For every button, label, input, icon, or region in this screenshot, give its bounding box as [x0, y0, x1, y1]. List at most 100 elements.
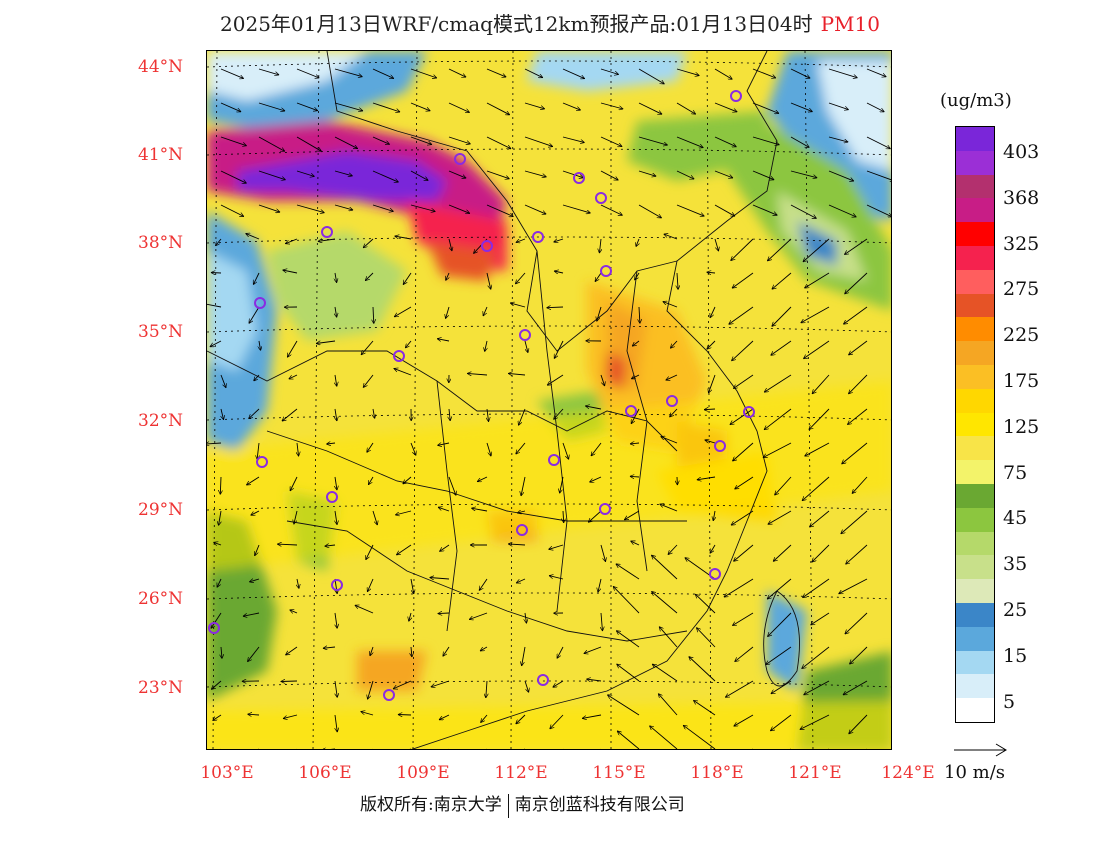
wind-vector [554, 239, 564, 242]
wind-vector [638, 102, 662, 115]
wind-vector [668, 544, 678, 555]
wind-vector [600, 170, 618, 181]
wind-vector [664, 234, 678, 240]
wind-vector [732, 612, 754, 626]
wind-vector [398, 715, 412, 716]
wind-vector [297, 578, 299, 589]
wind-vector [365, 272, 374, 281]
wind-vector [790, 136, 809, 148]
wind-vector [410, 102, 430, 111]
wind-vector [524, 204, 546, 214]
wind-vector [316, 340, 336, 344]
wind-vector [367, 442, 374, 453]
wind-vector [790, 102, 813, 112]
wind-vector [660, 504, 678, 512]
wind-vector [469, 612, 488, 620]
wind-vector [289, 374, 298, 379]
station-marker [709, 568, 721, 580]
wind-vector [448, 68, 466, 77]
lat-label-29: 29°N [138, 500, 184, 520]
wind-vector [713, 510, 715, 521]
lon-label-103: 103°E [200, 763, 254, 783]
wind-vector [630, 408, 640, 424]
wind-vector [563, 510, 564, 523]
legend-label: 175 [1003, 370, 1040, 392]
legend-color-box [956, 460, 994, 485]
lat-label-32: 32°N [138, 411, 184, 431]
wind-vector [631, 541, 640, 546]
wind-vector [732, 442, 754, 461]
wind-vector [624, 510, 640, 520]
wind-vector [361, 712, 374, 716]
wind-vector [486, 170, 510, 179]
wind-vector [714, 136, 737, 147]
wind-vector [403, 476, 412, 484]
wind-vector [663, 302, 678, 308]
wind-vector [562, 204, 591, 213]
wind-vector [438, 613, 450, 614]
wind-vector [290, 610, 298, 613]
wind-vector [676, 102, 696, 115]
wind-vector [252, 272, 260, 285]
wind-vector [220, 204, 244, 217]
wind-vector [790, 204, 817, 219]
wind-vector [516, 238, 526, 243]
wind-vector [704, 409, 716, 410]
wind-vector [373, 408, 375, 419]
wind-vector [554, 408, 564, 420]
wind-vector [335, 612, 337, 629]
wind-reference-arrow [954, 743, 1007, 757]
wind-vector [845, 272, 868, 294]
wind-vector [638, 68, 665, 85]
wind-vector [767, 612, 792, 637]
wind-vector [638, 204, 662, 219]
wind-vector [221, 408, 224, 420]
wind-vector [248, 714, 260, 715]
wind-vector [752, 136, 779, 145]
wind-vector [562, 102, 581, 110]
wind-vector [588, 510, 602, 522]
wind-vector [734, 714, 754, 727]
legend-label: 45 [1003, 507, 1028, 530]
wind-vector [763, 442, 792, 458]
wind-vector [714, 170, 733, 178]
wind-vector [522, 646, 526, 666]
wind-vector [335, 272, 337, 283]
wind-vector [658, 694, 678, 716]
legend-label: 125 [1003, 415, 1040, 438]
wind-vector [803, 340, 830, 359]
map-canvas [207, 51, 891, 749]
wind-vector [828, 204, 856, 217]
legend-color-box [956, 436, 994, 461]
wind-vector [802, 646, 830, 669]
wind-vector [735, 646, 754, 662]
wind-vector [281, 681, 298, 682]
wind-vector [335, 578, 337, 594]
wind-vector [651, 591, 678, 614]
wind-vector [409, 612, 411, 621]
legend-color-box [956, 531, 994, 556]
station-marker [383, 689, 395, 701]
wind-vector [409, 748, 411, 749]
wind-vector [439, 714, 450, 720]
wind-vector [707, 272, 716, 273]
legend-label: 35 [1003, 553, 1028, 576]
legend-color-box [956, 150, 994, 175]
wind-vector [277, 544, 298, 545]
wind-vector [828, 170, 854, 181]
wind-vector [437, 443, 450, 445]
legend-color-box [956, 507, 994, 532]
legend-color-box [956, 317, 994, 342]
wind-vector [289, 476, 298, 491]
wind-vector [828, 748, 829, 749]
wind-vector [221, 646, 222, 659]
station-marker [743, 406, 755, 418]
wind-vector [616, 631, 640, 648]
wind-vector [866, 136, 891, 150]
wind-vector [258, 136, 285, 152]
legend-color-box [956, 198, 994, 223]
wind-vector [326, 443, 336, 444]
wind-vector [752, 170, 774, 180]
wind-vector [731, 340, 754, 361]
wind-vector [768, 510, 792, 525]
